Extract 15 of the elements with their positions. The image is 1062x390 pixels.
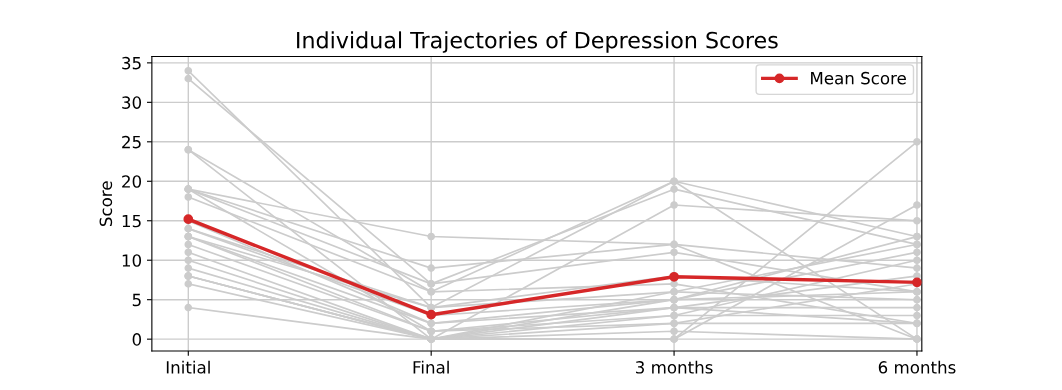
y-axis-title: Score — [99, 181, 113, 227]
x-tick-label: Initial — [166, 360, 210, 374]
chart-title: Individual Trajectories of Depression Scores — [297, 31, 778, 53]
x-tick-label: 6 months — [878, 360, 956, 374]
legend-label: Mean Score — [811, 71, 906, 85]
y-tick-label: 5 — [132, 293, 141, 307]
x-tick-label: 3 months — [636, 360, 713, 374]
y-tick-label: 0 — [132, 333, 142, 346]
y-tick-label: 35 — [122, 56, 141, 70]
y-tick-label: 15 — [122, 214, 141, 228]
y-tick-label: 30 — [122, 96, 142, 109]
x-tick-label: Final — [413, 360, 449, 374]
y-tick-label: 25 — [122, 135, 141, 149]
y-tick-label: 10 — [122, 254, 142, 267]
y-tick-label: 20 — [122, 175, 142, 188]
